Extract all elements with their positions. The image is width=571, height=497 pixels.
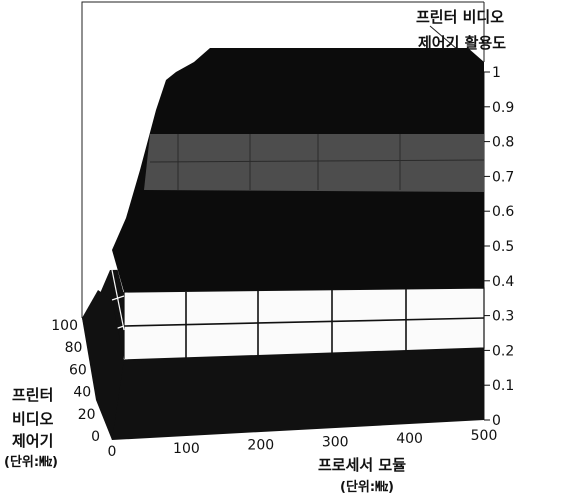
y-axis-title-line-4: (단위:㎒): [4, 454, 58, 470]
x-tick-label: 500: [471, 428, 498, 444]
z-tick-label: 0.7: [492, 169, 514, 185]
x-axis-title-line-1: 프로세서 모듈: [318, 456, 406, 474]
y-tick-label: 60: [69, 362, 87, 378]
y-axis-ticks: 0 20 40 60 80 100: [51, 318, 100, 445]
z-tick-label: 0.8: [492, 135, 514, 151]
z-tick-label: 0.5: [492, 239, 514, 255]
z-tick-label: 0.4: [492, 274, 514, 290]
x-tick-label: 400: [396, 431, 423, 447]
x-tick-label: 200: [247, 438, 274, 454]
x-axis-ticks: 0 100 200 300 400 500: [108, 428, 498, 460]
z-axis-title-line-1: 프린터 비디오: [416, 8, 504, 26]
x-tick-label: 0: [108, 444, 117, 460]
y-axis-title-line-3: 제어기: [12, 432, 53, 450]
x-tick-label: 100: [173, 441, 200, 457]
x-tick-label: 300: [322, 434, 349, 450]
z-tick-label: 0: [492, 413, 501, 429]
x-axis-title-line-2: (단위:㎒): [340, 479, 394, 495]
z-axis-ticks: 0 0.1 0.2 0.3 0.4 0.5 0.6 0.7 0.8 0.9 1: [484, 65, 514, 429]
white-band-grid: [123, 289, 485, 358]
z-tick-label: 0.3: [492, 309, 514, 325]
z-tick-label: 0.2: [492, 343, 514, 359]
y-tick-label: 40: [73, 385, 91, 401]
surface-front-skirt: [82, 290, 124, 440]
z-tick-label: 1: [492, 65, 501, 81]
y-tick-label: 0: [91, 429, 100, 445]
surface-plot: [82, 48, 485, 440]
z-axis-title-line-2: 제어기 활용도: [418, 34, 506, 52]
z-tick-label: 0.1: [492, 378, 514, 394]
y-tick-label: 80: [65, 340, 83, 356]
y-tick-label: 100: [51, 318, 78, 334]
surface-band-grey: [144, 134, 484, 192]
y-tick-label: 20: [78, 407, 96, 423]
surface-band-white: [123, 287, 485, 361]
back-wall-left-edge: [81, 1, 484, 318]
y-axis-title-line-1: 프린터: [12, 386, 53, 404]
z-tick-label: 0.9: [492, 100, 514, 116]
y-axis-title-line-2: 비디오: [12, 410, 54, 428]
grey-band-texture: [149, 134, 485, 190]
z-tick-label: 0.6: [492, 204, 514, 220]
